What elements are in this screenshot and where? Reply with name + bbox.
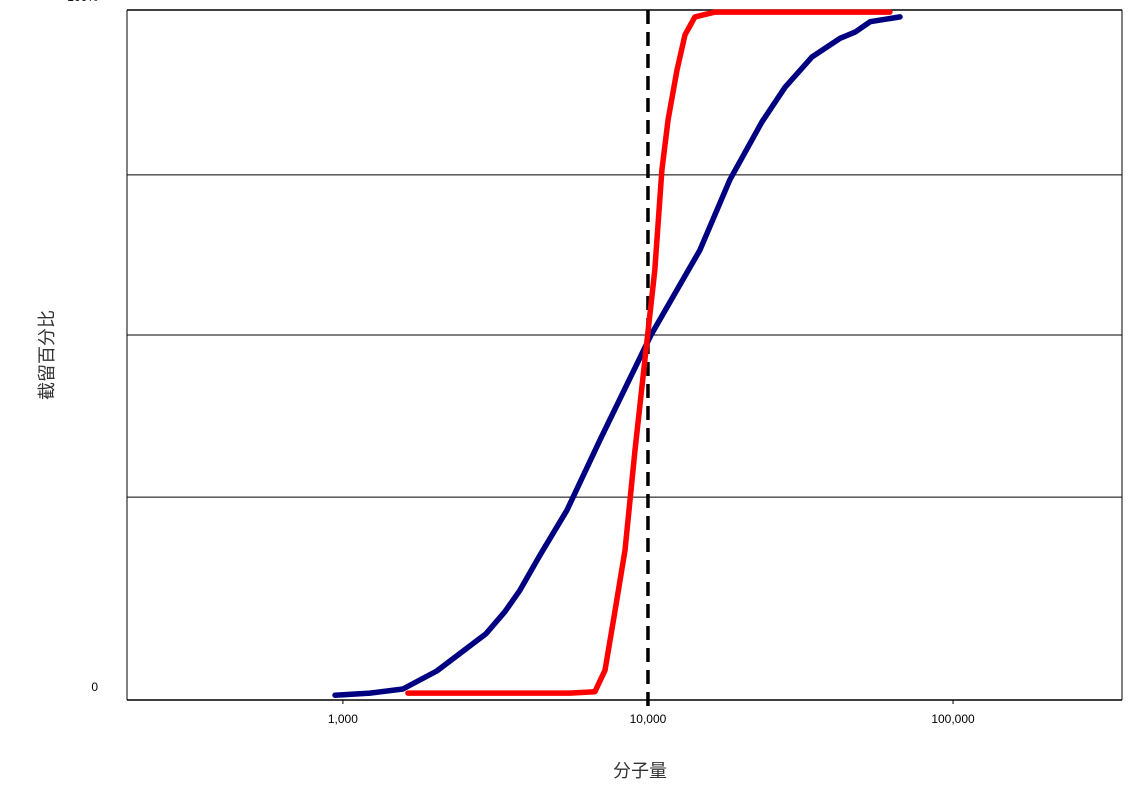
series-line (405, 9, 893, 696)
x-tick-label: 1,000 (328, 712, 358, 726)
y-tick-label: 0 (91, 680, 98, 694)
series-line (332, 14, 903, 698)
x-tick-label: 10,000 (630, 712, 667, 726)
y-axis-title: 截留百分比 (37, 310, 57, 400)
x-axis-title: 分子量 (613, 761, 667, 781)
y-tick-label: 100% (67, 0, 98, 4)
x-tick-label: 100,000 (931, 712, 975, 726)
